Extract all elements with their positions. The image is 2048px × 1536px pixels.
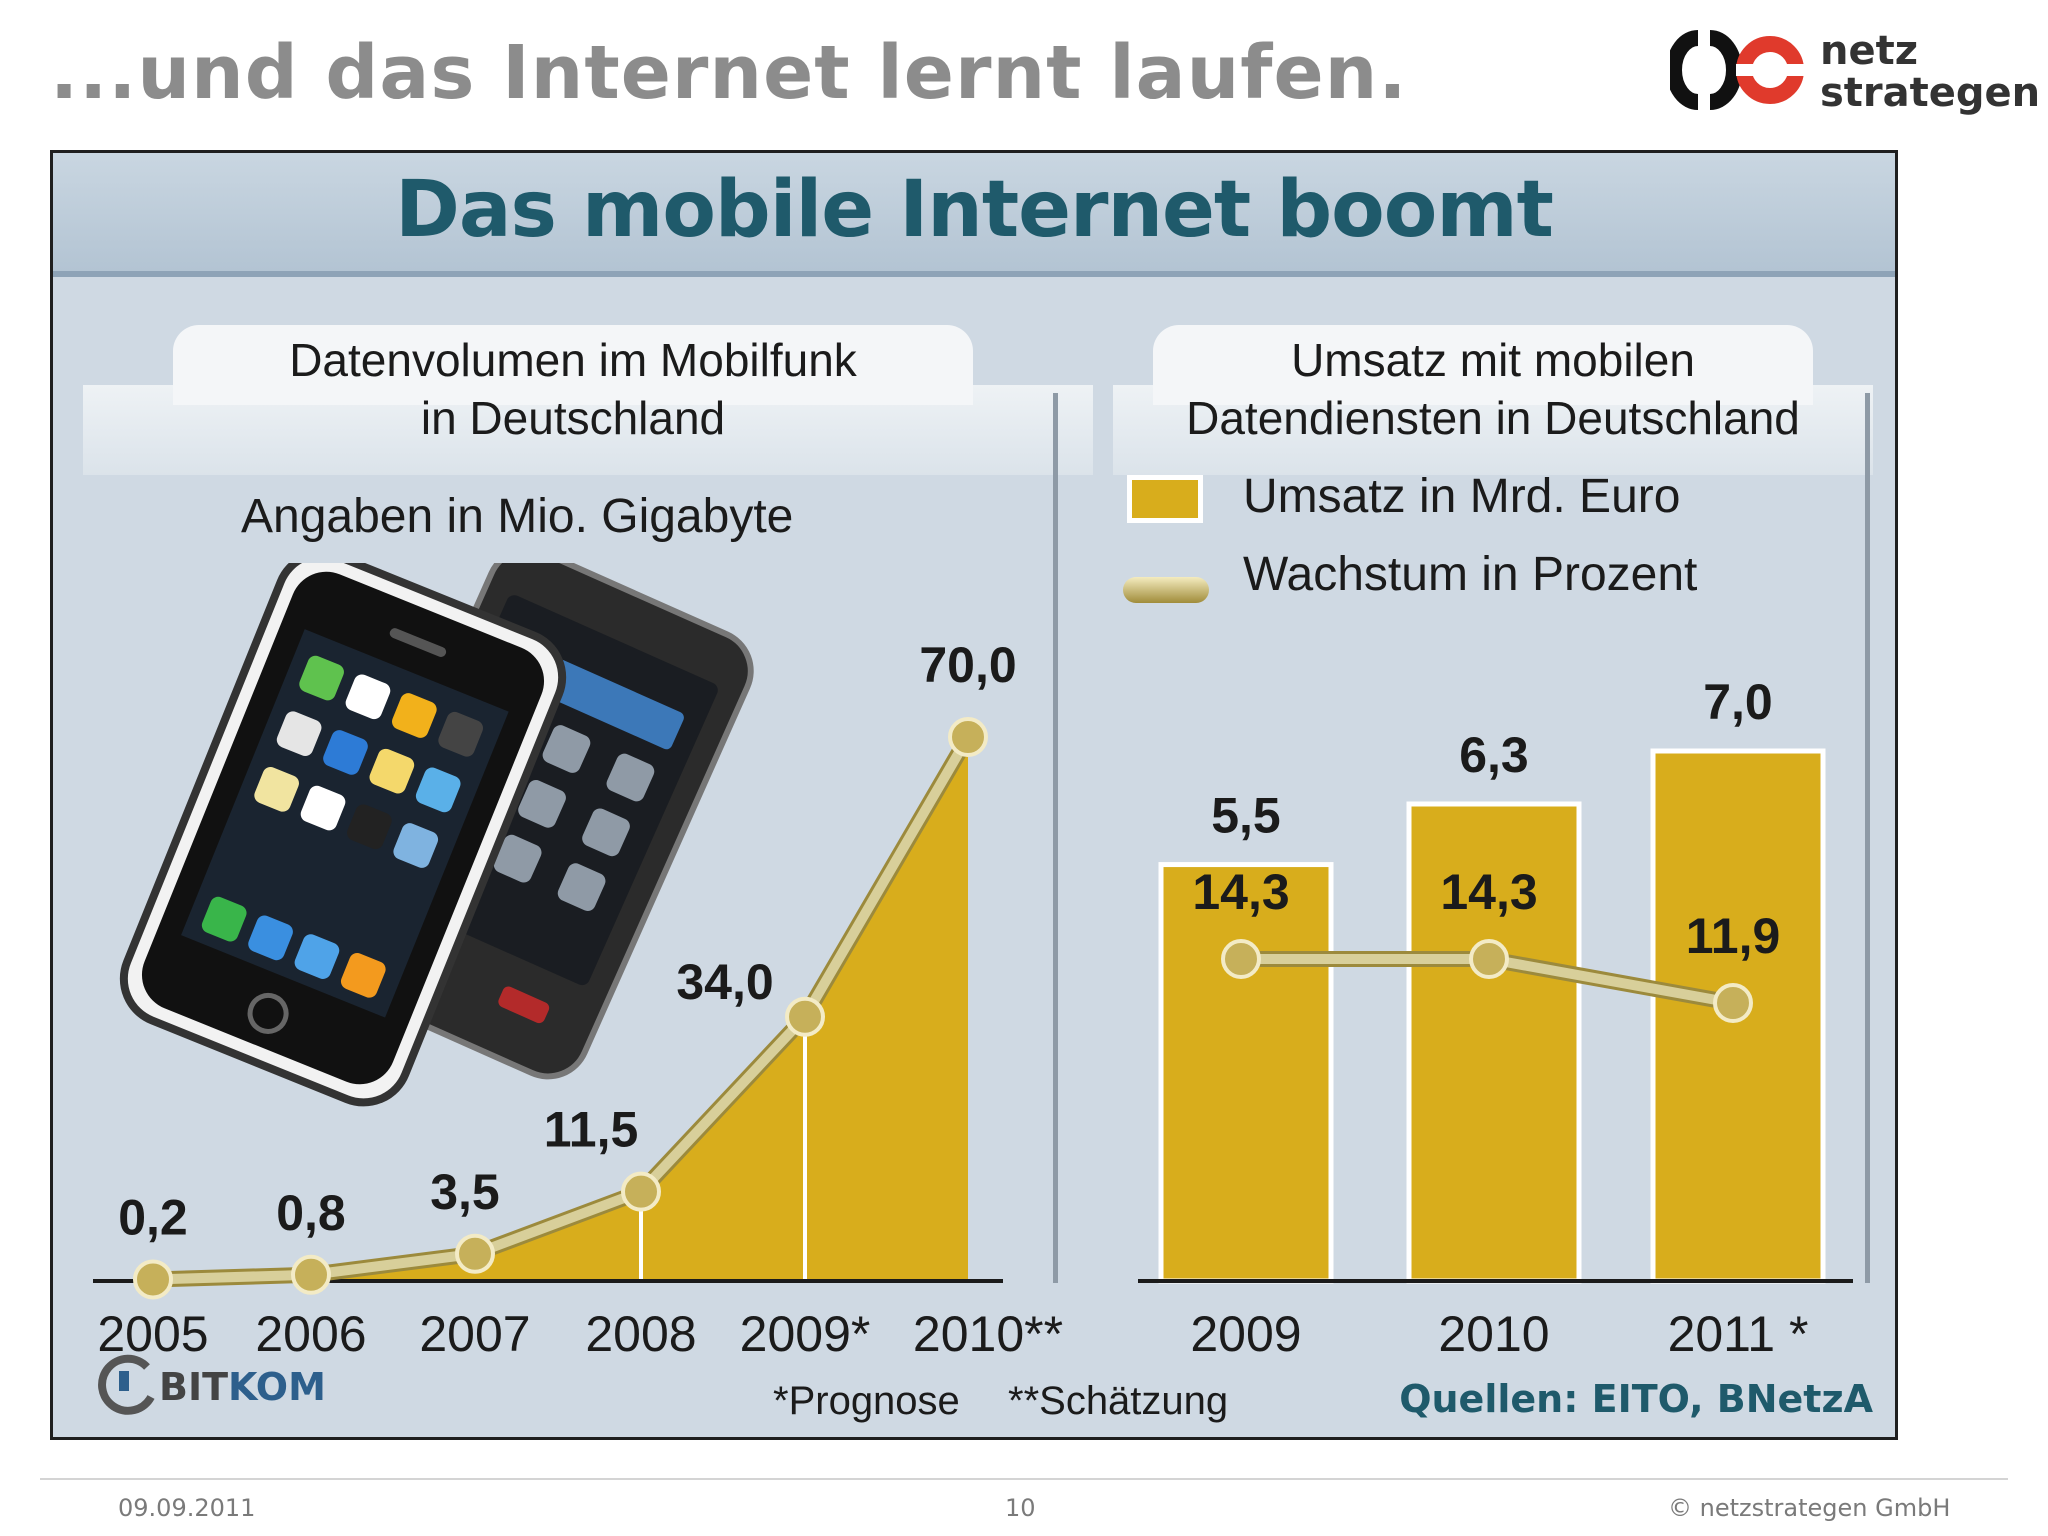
left-x-tick-label: 2010** bbox=[913, 1306, 1063, 1362]
volume-line bbox=[152, 734, 973, 1285]
volume-point bbox=[948, 717, 988, 757]
volume-value-label: 11,5 bbox=[544, 1102, 639, 1158]
right-heading-tab bbox=[1153, 325, 1813, 405]
left-x-tick-label: 2005 bbox=[97, 1306, 208, 1362]
growth-point bbox=[1221, 939, 1261, 979]
volume-value-label: 0,8 bbox=[276, 1185, 346, 1241]
sources-text: Quellen: EITO, BNetzA bbox=[1399, 1377, 1873, 1421]
left-x-tick-label: 2006 bbox=[255, 1306, 366, 1362]
charts-layer: 0,2 0,8 3,5 11,5 34,0 70,0 2005 2006 2007 2008 200… bbox=[93, 637, 1853, 1362]
left-heading-line2: in Deutschland bbox=[420, 392, 726, 444]
right-x-tick-label: 2009 bbox=[1190, 1306, 1301, 1362]
footnote-prognose: *Prognose bbox=[773, 1379, 960, 1423]
growth-value-label: 14,3 bbox=[1192, 864, 1289, 920]
revenue-bar bbox=[1406, 801, 1582, 1284]
revenue-bar bbox=[1158, 862, 1334, 1284]
logo-text: netz strategen bbox=[1820, 30, 2040, 114]
left-heading-tab bbox=[173, 325, 973, 405]
banner: Das mobile Internet boomt bbox=[53, 153, 1895, 277]
area-fill bbox=[153, 737, 968, 1281]
right-heading-line2: Datendiensten in Deutschland bbox=[1186, 392, 1800, 444]
logo-mark-icon bbox=[1666, 30, 1804, 110]
right-x-tick-label: 2010 bbox=[1438, 1306, 1549, 1362]
banner-title: Das mobile Internet boomt bbox=[395, 165, 1554, 255]
footnote-schaetzung: **Schätzung bbox=[1008, 1379, 1229, 1423]
logo-text-line1: netz bbox=[1820, 28, 1919, 74]
slide-title: ...und das Internet lernt laufen. bbox=[50, 30, 1408, 116]
left-heading-line1: Datenvolumen im Mobilfunk bbox=[289, 334, 857, 386]
growth-point bbox=[1713, 983, 1753, 1023]
volume-point bbox=[291, 1254, 331, 1295]
volume-point bbox=[621, 1171, 661, 1212]
legend-line-swatch bbox=[1123, 577, 1209, 603]
growth-value-label: 14,3 bbox=[1440, 864, 1537, 920]
volume-value-label: 0,2 bbox=[118, 1189, 188, 1245]
footer-copyright: © netzstrategen GmbH bbox=[1668, 1494, 1951, 1522]
revenue-value-label: 5,5 bbox=[1211, 788, 1281, 844]
legend-line-label: Wachstum in Prozent bbox=[1243, 548, 1698, 601]
legend-bar-swatch bbox=[1127, 475, 1203, 523]
right-chart-heading: Umsatz mit mobilen Datendiensten in Deut… bbox=[1103, 331, 1883, 447]
left-x-tick-label: 2008 bbox=[585, 1306, 696, 1362]
volume-value-label: 34,0 bbox=[676, 954, 773, 1010]
footer-date: 09.09.2011 bbox=[118, 1494, 256, 1522]
left-x-tick-label: 2007 bbox=[419, 1306, 530, 1362]
phone-front bbox=[119, 563, 567, 1107]
bitkom-text-kom: KOM bbox=[228, 1365, 326, 1409]
volume-point bbox=[133, 1259, 173, 1300]
bitkom-text: BITKOM bbox=[159, 1365, 326, 1409]
footer-page: 10 bbox=[1005, 1494, 1036, 1522]
left-chart-heading: Datenvolumen im Mobilfunk in Deutschland bbox=[143, 331, 1003, 447]
left-chart-subtitle: Angaben in Mio. Gigabyte bbox=[241, 490, 794, 543]
right-heading-line1: Umsatz mit mobilen bbox=[1291, 334, 1695, 386]
growth-value-label: 11,9 bbox=[1686, 908, 1781, 964]
netzstrategen-logo: netz strategen bbox=[1666, 30, 2040, 130]
bitkom-mark-icon bbox=[98, 1354, 155, 1415]
bitkom-text-bit: BIT bbox=[159, 1365, 229, 1409]
left-panel-divider bbox=[1053, 393, 1058, 1283]
revenue-value-label: 6,3 bbox=[1459, 727, 1529, 783]
volume-point bbox=[455, 1233, 495, 1274]
legend-bar-label: Umsatz in Mrd. Euro bbox=[1243, 470, 1681, 523]
volume-value-label: 3,5 bbox=[430, 1164, 500, 1220]
right-x-tick-label: 2011 * bbox=[1668, 1306, 1809, 1362]
volume-point bbox=[785, 996, 825, 1037]
volume-value-label: 70,0 bbox=[919, 637, 1016, 693]
right-panel-divider bbox=[1865, 393, 1870, 1283]
footer-rule bbox=[40, 1478, 2008, 1480]
growth-point bbox=[1469, 939, 1509, 979]
infographic-panel: Das mobile Internet boomt Datenvolumen i… bbox=[50, 150, 1898, 1440]
logo-text-line2: strategen bbox=[1820, 70, 2041, 116]
smartphones-illustration bbox=[119, 563, 754, 1107]
revenue-value-label: 7,0 bbox=[1703, 674, 1773, 730]
left-x-tick-label: 2009* bbox=[740, 1306, 871, 1362]
